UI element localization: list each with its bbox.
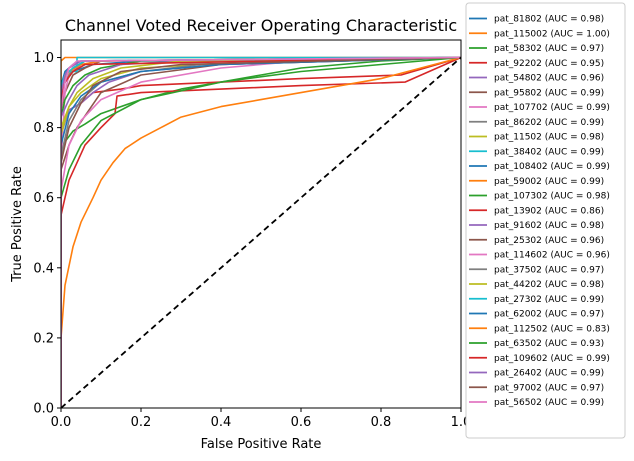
- chart-title: Channel Voted Receiver Operating Charact…: [65, 16, 457, 35]
- y-tick-label: 0.0: [33, 402, 54, 417]
- x-tick-label: 0.0: [51, 415, 72, 430]
- y-axis-label: True Positive Rate: [10, 166, 25, 283]
- legend-label: pat_13902 (AUC = 0.86): [494, 206, 604, 216]
- roc-curve-26: [61, 56, 461, 408]
- legend-label: pat_58302 (AUC = 0.97): [494, 44, 604, 54]
- legend-label: pat_95802 (AUC = 0.99): [494, 88, 604, 98]
- legend-label: pat_63502 (AUC = 0.93): [494, 339, 604, 349]
- legend-label: pat_37502 (AUC = 0.97): [494, 265, 604, 275]
- legend-label: pat_62002 (AUC = 0.97): [494, 310, 604, 320]
- legend-label: pat_86202 (AUC = 0.99): [494, 118, 604, 128]
- legend-label: pat_114602 (AUC = 0.96): [494, 251, 610, 261]
- legend-label: pat_91602 (AUC = 0.98): [494, 221, 604, 231]
- y-tick-label: 0.2: [33, 331, 54, 346]
- legend-label: pat_107302 (AUC = 0.98): [494, 192, 610, 202]
- legend-label: pat_108402 (AUC = 0.99): [494, 162, 610, 172]
- legend-label: pat_56502 (AUC = 0.99): [494, 398, 604, 408]
- x-tick-label: 0.6: [291, 415, 312, 430]
- legend-label: pat_27302 (AUC = 0.99): [494, 295, 604, 305]
- plot-frame: [60, 39, 462, 409]
- legend: pat_81802 (AUC = 0.98) pat_115002 (AUC = …: [469, 15, 610, 408]
- legend-label: pat_59002 (AUC = 0.99): [494, 177, 604, 187]
- legend-label: pat_38402 (AUC = 0.99): [494, 147, 604, 157]
- roc-curve-17: [61, 56, 461, 408]
- legend-label: pat_81802 (AUC = 0.98): [494, 15, 604, 25]
- roc-curve-15: [61, 56, 461, 408]
- y-tick-label: 0.4: [33, 261, 54, 276]
- x-axis-label: False Positive Rate: [201, 437, 322, 452]
- legend-label: pat_107702 (AUC = 0.99): [494, 103, 610, 113]
- legend-label: pat_115002 (AUC = 1.00): [494, 29, 610, 39]
- legend-label: pat_109602 (AUC = 0.99): [494, 354, 610, 364]
- chance-diagonal-line: [60, 56, 462, 409]
- legend-label: pat_112502 (AUC = 0.83): [494, 324, 610, 334]
- legend-box: [465, 2, 626, 439]
- legend-label: pat_97002 (AUC = 0.97): [494, 383, 604, 393]
- roc-curve-25: [61, 56, 461, 408]
- legend-label: pat_11502 (AUC = 0.98): [494, 133, 604, 143]
- x-tick-label: 0.8: [371, 415, 392, 430]
- y-axis: 0.0 0.2 0.4 0.6 0.8 1.0: [33, 51, 61, 417]
- y-tick-label: 1.0: [33, 51, 54, 66]
- roc-curves: [61, 56, 461, 408]
- roc-curve-22: [61, 56, 461, 408]
- roc-curve-21: [61, 56, 461, 408]
- legend-label: pat_54802 (AUC = 0.96): [494, 74, 604, 84]
- legend-label: pat_26402 (AUC = 0.99): [494, 369, 604, 379]
- legend-label: pat_92202 (AUC = 0.95): [494, 59, 604, 69]
- legend-label: pat_44202 (AUC = 0.98): [494, 280, 604, 290]
- roc-curve-23: [61, 56, 461, 408]
- y-tick-label: 0.6: [33, 191, 54, 206]
- y-tick-label: 0.8: [33, 121, 54, 136]
- x-axis: 0.0 0.2 0.4 0.6 0.8 1.0: [51, 408, 471, 430]
- legend-label: pat_25302 (AUC = 0.96): [494, 236, 604, 246]
- x-tick-label: 0.2: [131, 415, 152, 430]
- x-tick-label: 0.4: [211, 415, 232, 430]
